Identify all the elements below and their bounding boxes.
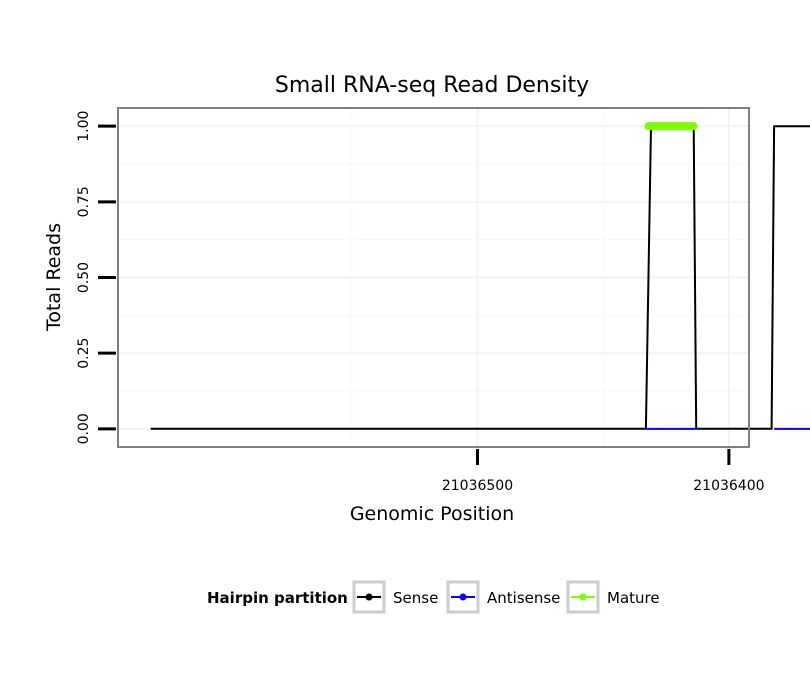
legend-entry-antisense: Antisense [446,580,560,614]
legend-label: Mature [607,589,660,607]
y-tick-label: 0.25 [76,338,92,369]
y-tick-label: 0.00 [76,413,92,444]
legend: Hairpin partition Sense Antisense Mature [207,580,660,614]
y-tick-label: 0.50 [76,262,92,293]
grid-layer [118,108,749,447]
series-layer [150,122,810,430]
y-axis: 0.00 0.25 0.50 0.75 1.00 [76,111,116,444]
plot-border [117,107,750,448]
legend-key-point [365,593,373,601]
chart-title: Small RNA-seq Read Density [275,73,589,98]
x-tick-label: 21036500 [442,478,513,494]
legend-key-point [459,593,467,601]
plot-area [117,107,810,448]
legend-entry-mature: Mature [566,580,660,614]
legend-label: Sense [393,589,438,607]
y-tick-label: 1.00 [76,111,92,142]
series-sense-line [150,125,810,430]
legend-entry-sense: Sense [352,580,438,614]
legend-items: Sense Antisense Mature [352,580,660,614]
legend-label: Antisense [487,589,560,607]
legend-title: Hairpin partition [207,589,348,607]
x-axis-title: Genomic Position [350,503,514,525]
x-axis: 21036500 21036400 [442,449,765,494]
x-tick-label: 21036400 [693,478,764,494]
y-tick-label: 0.75 [76,186,92,217]
legend-key-point [579,593,587,601]
y-axis-title: Total Reads [43,223,65,332]
